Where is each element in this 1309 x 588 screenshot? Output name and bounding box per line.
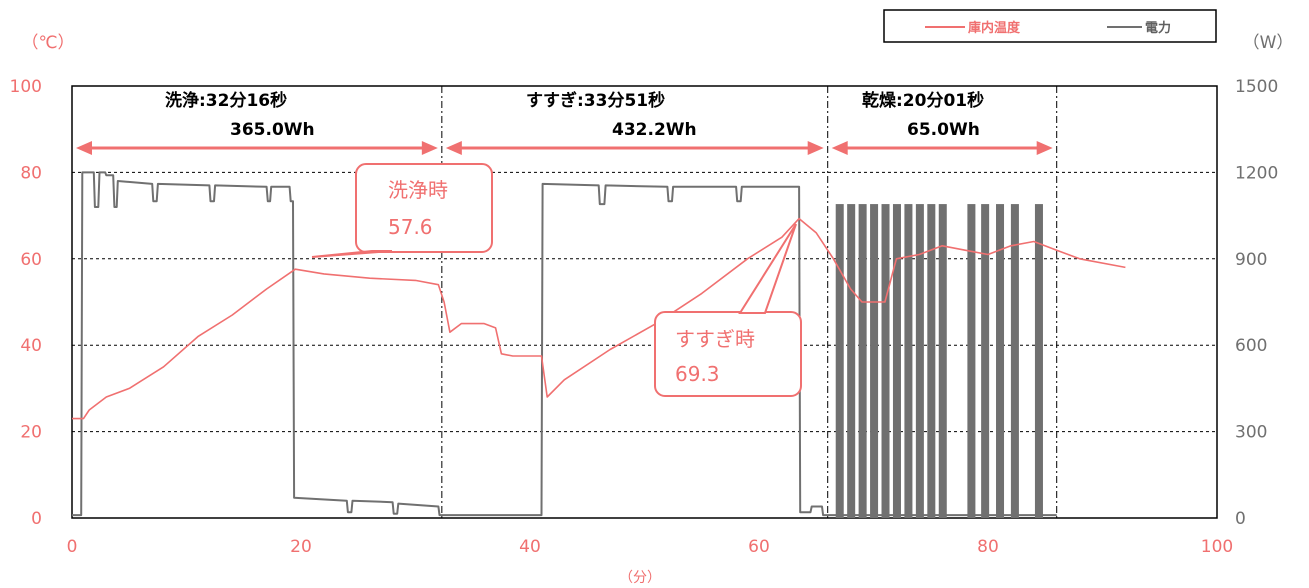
phase-title-0: 洗浄:32分16秒 [165,90,287,111]
power-burst-2 [858,204,867,518]
y-left-tick-label-4: 80 [20,163,42,183]
plot-frame [71,85,1218,519]
phase-arrow-head-right-2 [1036,141,1053,155]
phase-arrow-head-right-0 [421,141,438,155]
x-tick-label-4: 80 [977,537,999,557]
grid-lines [72,171,1217,433]
legend-label-temperature: 庫内温度 [968,20,1021,36]
phase-arrow-head-left-2 [831,141,848,155]
y-left-tick-label-1: 20 [20,423,42,443]
power-burst-14 [1034,204,1043,518]
power-burst-1 [847,204,856,518]
phase-arrow-head-right-1 [807,141,824,155]
phase-labels: 洗浄:32分16秒 365.0Wh すすぎ:33分51秒 432.2Wh 乾燥:20分0… [165,90,984,140]
y-right-tick-label-4: 1200 [1235,163,1278,183]
power-burst-13 [1010,204,1019,518]
phase-boundaries [441,86,1058,518]
y-right-tick-label-2: 600 [1235,336,1267,356]
temperature-series [72,217,1126,420]
callout-box-1 [654,311,802,397]
power-series [72,171,1057,518]
legend: 庫内温度 電力 [883,9,1217,43]
legend-label-power: 電力 [1145,20,1171,36]
phase-title-2: 乾燥:20分01秒 [862,90,984,111]
power-burst-12 [996,204,1005,518]
x-tick-label-0: 0 [67,537,78,557]
callout-box-0 [355,163,493,253]
x-tick-label-2: 40 [519,537,541,557]
power-burst-10 [967,204,976,518]
power-burst-3 [870,204,879,518]
power-burst-7 [915,204,924,518]
phase-energy-0: 365.0Wh [230,120,315,140]
phase-energy-1: 432.2Wh [612,120,697,140]
y-right-tick-label-0: 0 [1235,509,1246,529]
callout-label-1: すすぎ時 [675,327,755,351]
y-right-tick-label-1: 300 [1235,423,1267,443]
phase-title-1: すすぎ:33分51秒 [526,90,665,111]
y-left-tick-label-2: 40 [20,336,42,356]
power-burst-0 [835,204,844,518]
phase-arrows [76,141,1053,155]
y-right-tick-label-5: 1500 [1235,77,1278,97]
x-axis-label: （分） [619,570,661,586]
y-right-tick-label-3: 900 [1235,250,1267,270]
left-axis-unit-label: （℃） [21,33,74,53]
y-left-tick-label-5: 100 [10,77,42,97]
callouts: 洗浄時 57.6 すすぎ時 69.3 [311,163,802,397]
callout-pointer-1 [738,223,797,314]
power-burst-6 [904,204,913,518]
phase-arrow-head-left-1 [445,141,462,155]
callout-value-0: 57.6 [388,215,433,239]
power-burst-11 [981,204,990,518]
power-burst-4 [881,204,890,518]
right-axis-unit-label: （W） [1243,33,1294,53]
power-burst-9 [938,204,947,518]
callout-value-1: 69.3 [675,362,720,386]
phase-arrow-head-left-0 [76,141,92,155]
phase-energy-2: 65.0Wh [907,120,980,140]
series-line-1 [72,171,1057,517]
x-tick-label-3: 60 [748,537,770,557]
y-left-tick-label-3: 60 [20,250,42,270]
power-burst-8 [927,204,936,518]
y-left-tick-label-0: 0 [31,509,42,529]
callout-label-0: 洗浄時 [388,178,448,202]
x-tick-label-1: 20 [290,537,312,557]
series-line-0 [72,217,1126,420]
callout-pointer-0 [311,250,393,258]
power-burst-5 [892,204,901,518]
x-tick-label-5: 100 [1201,537,1233,557]
